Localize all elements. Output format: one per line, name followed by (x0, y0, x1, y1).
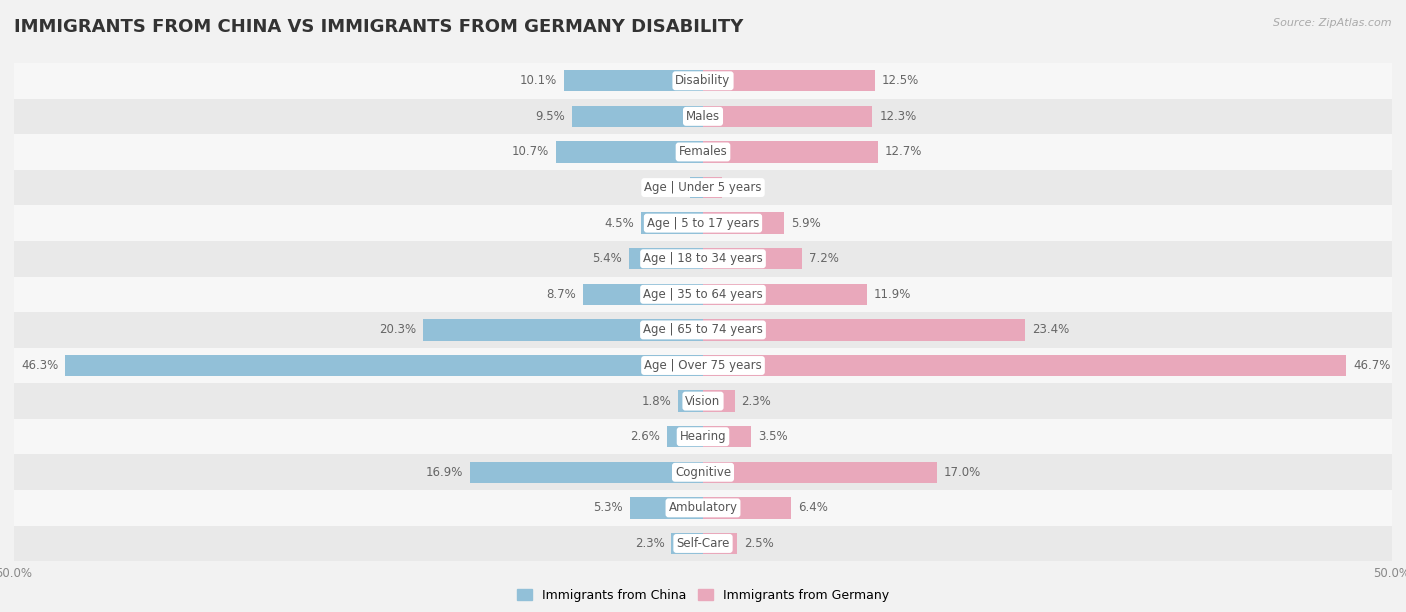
Text: 23.4%: 23.4% (1032, 323, 1070, 337)
Bar (14, 455, 1392, 490)
Bar (564, 70, 703, 91)
Bar (572, 106, 703, 127)
Bar (14, 526, 1392, 561)
Text: Source: ZipAtlas.com: Source: ZipAtlas.com (1274, 18, 1392, 28)
Bar (65, 355, 703, 376)
Bar (703, 141, 877, 163)
Bar (703, 212, 785, 234)
Bar (628, 248, 703, 269)
Text: 8.7%: 8.7% (547, 288, 576, 301)
Text: 4.5%: 4.5% (605, 217, 634, 230)
Bar (423, 319, 703, 341)
Bar (14, 99, 1392, 134)
Text: Self-Care: Self-Care (676, 537, 730, 550)
Text: Vision: Vision (685, 395, 721, 408)
Text: 2.6%: 2.6% (630, 430, 661, 443)
Bar (14, 170, 1392, 206)
Bar (703, 497, 792, 518)
Bar (14, 490, 1392, 526)
Legend: Immigrants from China, Immigrants from Germany: Immigrants from China, Immigrants from G… (512, 584, 894, 607)
Text: 2.3%: 2.3% (634, 537, 665, 550)
Bar (14, 383, 1392, 419)
Bar (630, 497, 703, 518)
Text: 0.96%: 0.96% (645, 181, 683, 194)
Bar (668, 426, 703, 447)
Text: Females: Females (679, 146, 727, 159)
Bar (703, 248, 803, 269)
Bar (14, 63, 1392, 99)
Text: Age | 18 to 34 years: Age | 18 to 34 years (643, 252, 763, 265)
Bar (678, 390, 703, 412)
Bar (703, 177, 723, 198)
Text: Males: Males (686, 110, 720, 123)
Text: 5.9%: 5.9% (792, 217, 821, 230)
Text: Age | Over 75 years: Age | Over 75 years (644, 359, 762, 372)
Bar (690, 177, 703, 198)
Bar (14, 241, 1392, 277)
Bar (14, 312, 1392, 348)
Text: Age | 65 to 74 years: Age | 65 to 74 years (643, 323, 763, 337)
Bar (470, 461, 703, 483)
Text: 10.7%: 10.7% (512, 146, 548, 159)
Text: 2.5%: 2.5% (744, 537, 775, 550)
Bar (703, 533, 738, 554)
Bar (703, 319, 1025, 341)
Bar (555, 141, 703, 163)
Bar (14, 348, 1392, 383)
Text: 11.9%: 11.9% (875, 288, 911, 301)
Text: 46.3%: 46.3% (21, 359, 58, 372)
Text: 5.3%: 5.3% (593, 501, 623, 514)
Text: 2.3%: 2.3% (741, 395, 772, 408)
Bar (671, 533, 703, 554)
Text: 7.2%: 7.2% (808, 252, 839, 265)
Bar (14, 277, 1392, 312)
Text: Age | 35 to 64 years: Age | 35 to 64 years (643, 288, 763, 301)
Bar (703, 461, 938, 483)
Bar (14, 419, 1392, 455)
Text: 3.5%: 3.5% (758, 430, 787, 443)
Text: 17.0%: 17.0% (945, 466, 981, 479)
Text: 12.5%: 12.5% (882, 74, 920, 88)
Text: 6.4%: 6.4% (799, 501, 828, 514)
Text: IMMIGRANTS FROM CHINA VS IMMIGRANTS FROM GERMANY DISABILITY: IMMIGRANTS FROM CHINA VS IMMIGRANTS FROM… (14, 18, 744, 36)
Text: 9.5%: 9.5% (536, 110, 565, 123)
Text: 16.9%: 16.9% (426, 466, 463, 479)
Bar (703, 355, 1347, 376)
Text: Age | 5 to 17 years: Age | 5 to 17 years (647, 217, 759, 230)
Bar (703, 70, 875, 91)
Text: Hearing: Hearing (679, 430, 727, 443)
Text: 5.4%: 5.4% (592, 252, 621, 265)
Text: Ambulatory: Ambulatory (668, 501, 738, 514)
Text: 1.4%: 1.4% (730, 181, 759, 194)
Text: 1.8%: 1.8% (641, 395, 671, 408)
Bar (641, 212, 703, 234)
Bar (14, 206, 1392, 241)
Text: 20.3%: 20.3% (380, 323, 416, 337)
Bar (703, 106, 873, 127)
Text: Disability: Disability (675, 74, 731, 88)
Text: 12.7%: 12.7% (884, 146, 922, 159)
Bar (583, 283, 703, 305)
Bar (703, 390, 735, 412)
Text: 12.3%: 12.3% (879, 110, 917, 123)
Text: 10.1%: 10.1% (520, 74, 557, 88)
Bar (14, 134, 1392, 170)
Text: Cognitive: Cognitive (675, 466, 731, 479)
Text: 46.7%: 46.7% (1354, 359, 1391, 372)
Bar (703, 283, 868, 305)
Bar (703, 426, 751, 447)
Text: Age | Under 5 years: Age | Under 5 years (644, 181, 762, 194)
